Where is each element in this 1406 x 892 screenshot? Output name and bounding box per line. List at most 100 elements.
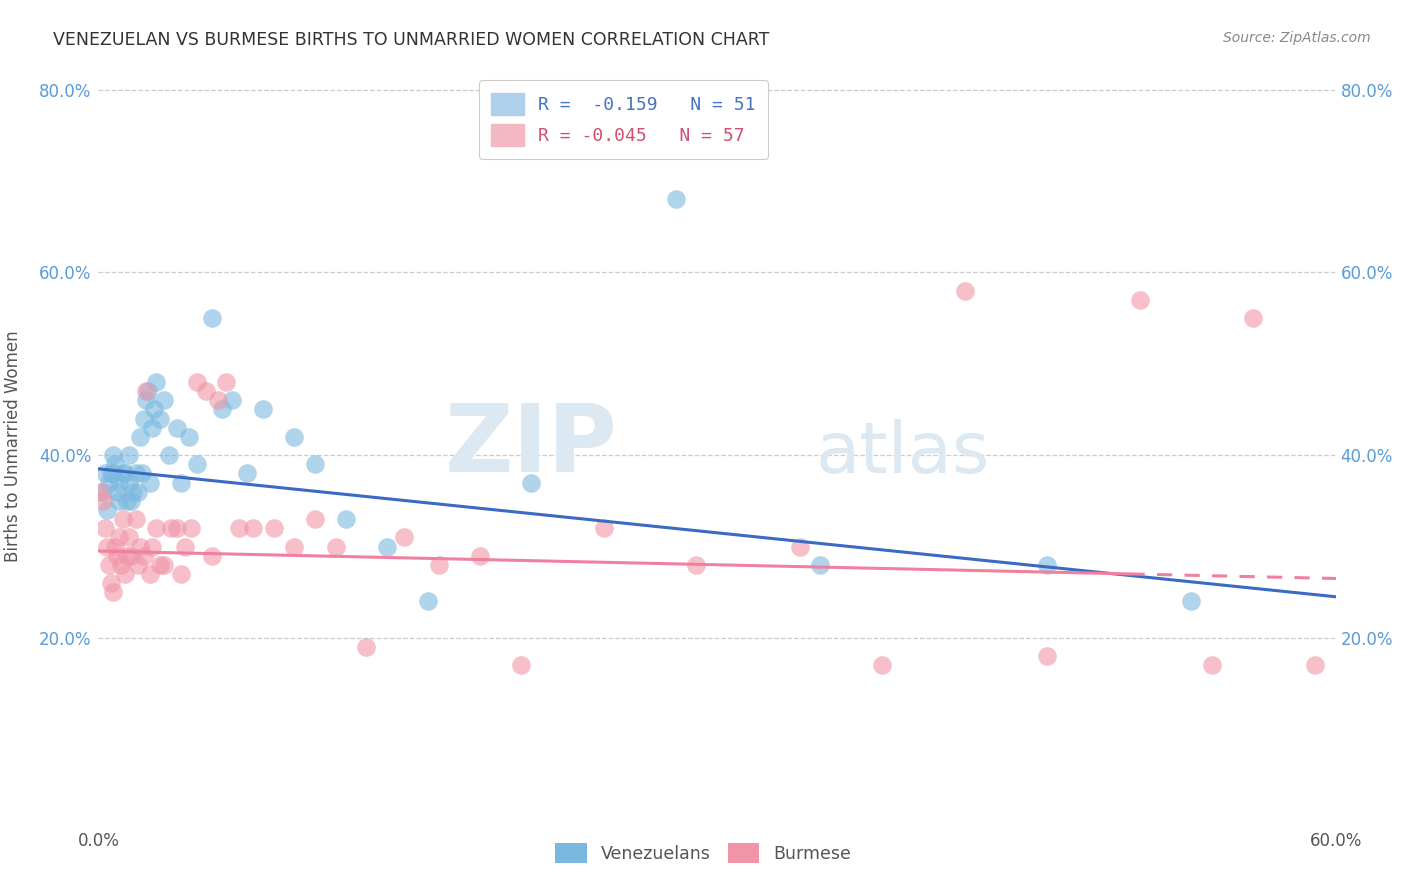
Point	[124, 512, 146, 526]
Point	[132, 549, 155, 563]
Point	[122, 484, 145, 499]
Point	[127, 558, 149, 572]
Point	[141, 421, 163, 435]
Point	[207, 393, 229, 408]
Point	[135, 384, 157, 399]
Point	[128, 430, 150, 444]
Point	[215, 375, 238, 389]
Point	[789, 540, 811, 554]
Point	[592, 521, 614, 535]
Point	[114, 467, 136, 481]
Point	[153, 558, 176, 572]
Point	[236, 467, 259, 481]
Point	[468, 549, 491, 563]
Point	[157, 448, 180, 462]
Point	[108, 475, 131, 490]
Y-axis label: Births to Unmarried Women: Births to Unmarried Women	[4, 330, 22, 562]
Point	[100, 467, 122, 481]
Point	[221, 393, 243, 408]
Point	[194, 384, 217, 399]
Point	[201, 311, 224, 326]
Point	[143, 402, 166, 417]
Point	[93, 467, 115, 481]
Point	[953, 284, 976, 298]
Point	[149, 558, 172, 572]
Point	[325, 540, 347, 554]
Point	[118, 448, 141, 462]
Point	[117, 549, 139, 563]
Point	[153, 393, 176, 408]
Point	[520, 475, 543, 490]
Point	[93, 521, 115, 535]
Point	[141, 540, 163, 554]
Point	[131, 467, 153, 481]
Point	[242, 521, 264, 535]
Point	[180, 521, 202, 535]
Point	[96, 503, 118, 517]
Point	[427, 558, 450, 572]
Point	[166, 521, 188, 535]
Point	[105, 484, 128, 499]
Point	[1036, 558, 1059, 572]
Point	[97, 558, 120, 572]
Point	[145, 375, 167, 389]
Point	[170, 475, 193, 490]
Point	[110, 558, 132, 572]
Point	[179, 430, 201, 444]
Point	[112, 467, 135, 481]
Text: atlas: atlas	[815, 419, 990, 488]
Point	[1201, 658, 1223, 673]
Point	[304, 457, 326, 471]
Text: VENEZUELAN VS BURMESE BIRTHS TO UNMARRIED WOMEN CORRELATION CHART: VENEZUELAN VS BURMESE BIRTHS TO UNMARRIE…	[53, 31, 770, 49]
Point	[96, 540, 118, 554]
Point	[139, 566, 162, 581]
Point	[114, 566, 136, 581]
Point	[170, 566, 193, 581]
Legend: Venezuelans, Burmese: Venezuelans, Burmese	[548, 836, 858, 870]
Point	[685, 558, 707, 572]
Point	[1180, 594, 1202, 608]
Point	[91, 493, 114, 508]
Point	[100, 576, 122, 591]
Point	[201, 549, 224, 563]
Point	[283, 430, 305, 444]
Point	[418, 594, 440, 608]
Point	[104, 540, 127, 554]
Point	[228, 521, 250, 535]
Point	[118, 475, 141, 490]
Point	[1241, 311, 1264, 326]
Point	[335, 512, 357, 526]
Point	[112, 512, 135, 526]
Point	[149, 411, 172, 425]
Point	[304, 512, 326, 526]
Legend: R =  -0.159   N = 51, R = -0.045   N = 57: R = -0.159 N = 51, R = -0.045 N = 57	[478, 80, 768, 159]
Point	[132, 411, 155, 425]
Point	[283, 540, 305, 554]
Point	[127, 484, 149, 499]
Point	[105, 549, 128, 563]
Point	[89, 484, 111, 499]
Point	[166, 421, 188, 435]
Point	[101, 467, 124, 481]
Point	[186, 457, 208, 471]
Point	[1303, 658, 1326, 673]
Point	[108, 493, 131, 508]
Point	[392, 530, 415, 544]
Point	[108, 530, 131, 544]
Point	[1036, 649, 1059, 664]
Point	[101, 448, 124, 462]
Point	[375, 540, 398, 554]
Point	[128, 540, 150, 554]
Point	[118, 530, 141, 544]
Point	[159, 521, 181, 535]
Point	[665, 192, 688, 206]
Point	[120, 549, 142, 563]
Point	[135, 393, 157, 408]
Text: Source: ZipAtlas.com: Source: ZipAtlas.com	[1223, 31, 1371, 45]
Point	[104, 457, 127, 471]
Point	[252, 402, 274, 417]
Point	[120, 493, 142, 508]
Point	[145, 521, 167, 535]
Point	[139, 475, 162, 490]
Point	[91, 484, 114, 499]
